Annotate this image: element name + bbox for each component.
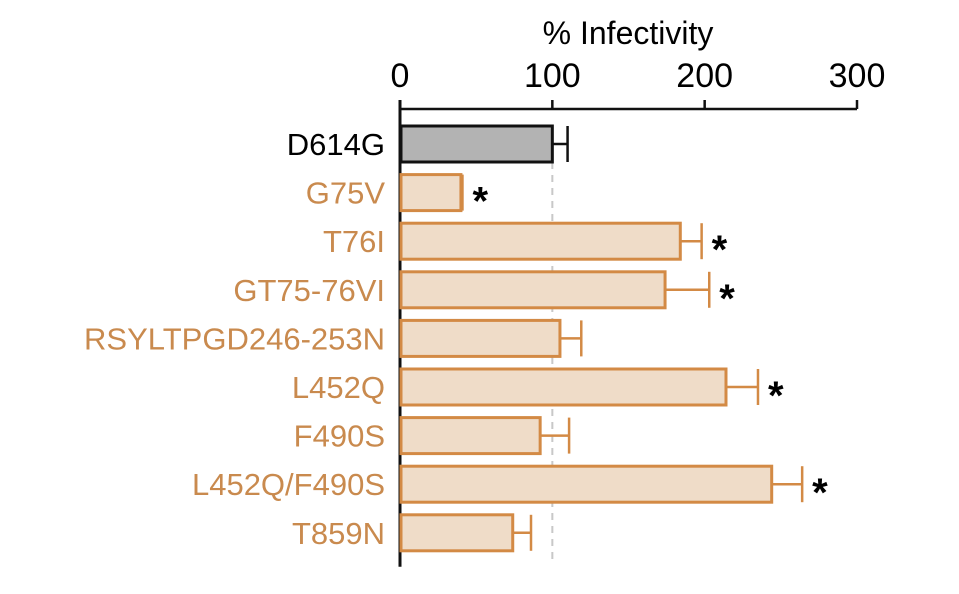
category-label: G75V <box>306 176 386 211</box>
x-tick-label: 200 <box>676 57 733 95</box>
category-label: RSYLTPGD246-253N <box>84 321 385 356</box>
x-tick-label: 300 <box>829 57 886 95</box>
significance-marker: * <box>768 374 784 418</box>
significance-marker: * <box>472 180 488 224</box>
category-label: GT75-76VI <box>233 273 385 308</box>
significance-marker: * <box>812 471 828 515</box>
bar <box>399 173 463 213</box>
category-label: D614G <box>287 127 385 162</box>
bar <box>399 416 542 456</box>
category-label: T859N <box>292 516 385 551</box>
axis-title: % Infectivity <box>543 15 714 51</box>
x-tick-label: 100 <box>524 57 581 95</box>
bar <box>399 270 667 310</box>
bar <box>399 513 515 553</box>
bar <box>399 221 682 261</box>
bar <box>399 318 562 358</box>
category-label: F490S <box>294 419 385 454</box>
category-label: L452Q/F490S <box>192 467 385 502</box>
category-label: L452Q <box>292 370 385 405</box>
x-tick-label: 0 <box>391 57 410 95</box>
bar <box>399 124 554 164</box>
category-label: T76I <box>323 224 385 259</box>
significance-marker: * <box>712 228 728 272</box>
significance-marker: * <box>719 277 735 321</box>
bar <box>399 367 728 407</box>
bar <box>399 464 774 504</box>
